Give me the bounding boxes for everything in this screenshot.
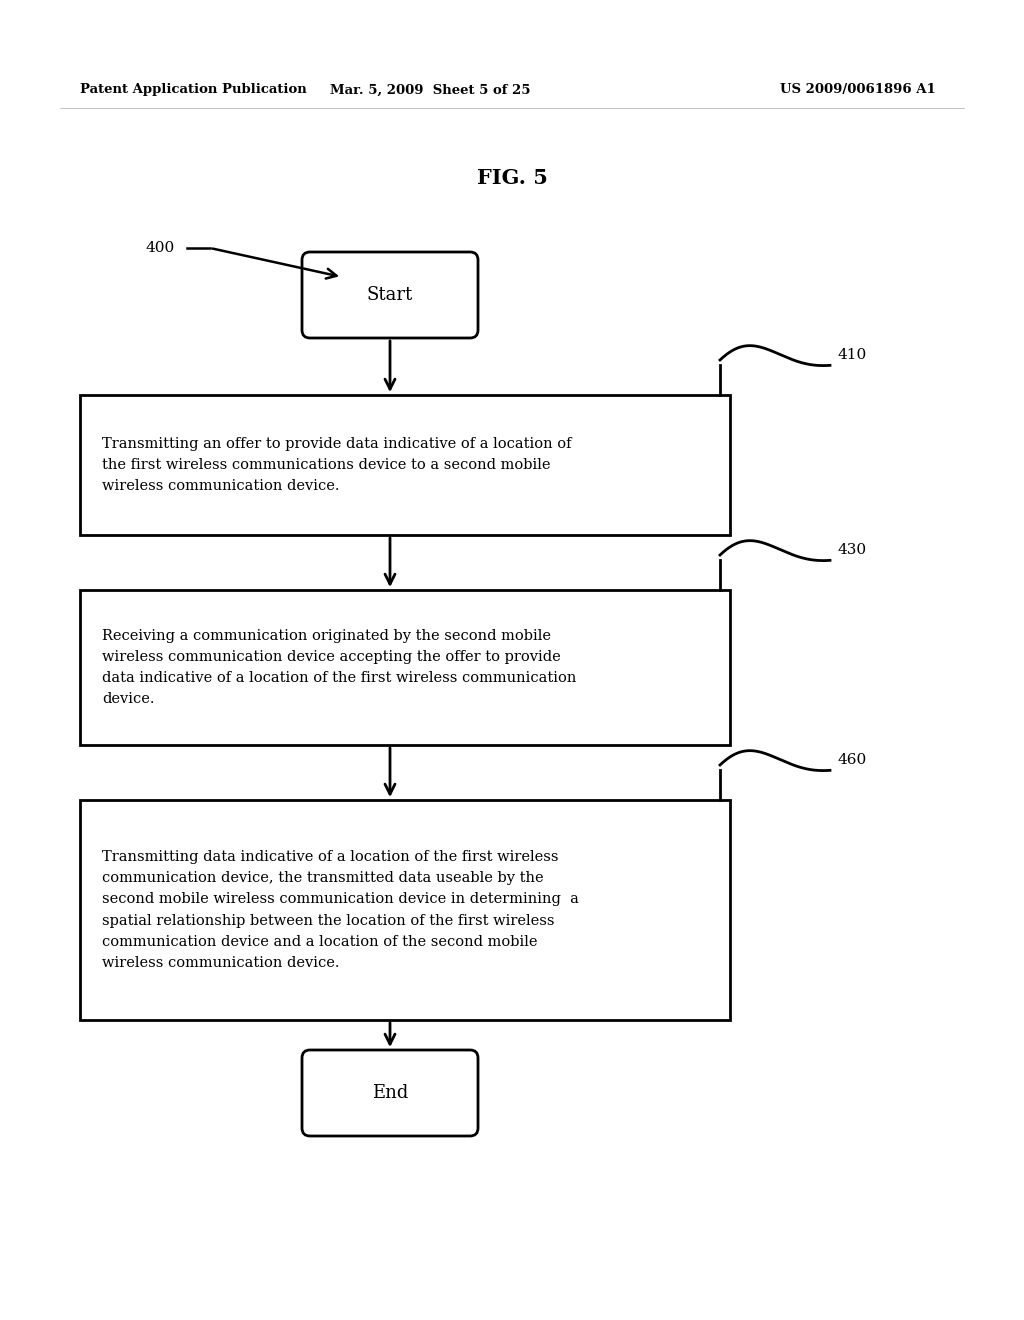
Text: US 2009/0061896 A1: US 2009/0061896 A1 bbox=[780, 83, 936, 96]
Text: 430: 430 bbox=[838, 543, 867, 557]
Text: Start: Start bbox=[367, 286, 413, 304]
Text: 410: 410 bbox=[838, 348, 867, 362]
Text: 460: 460 bbox=[838, 752, 867, 767]
Text: Patent Application Publication: Patent Application Publication bbox=[80, 83, 307, 96]
Text: End: End bbox=[372, 1084, 409, 1102]
FancyBboxPatch shape bbox=[302, 1049, 478, 1137]
Text: 400: 400 bbox=[145, 242, 174, 255]
Text: Receiving a communication originated by the second mobile
wireless communication: Receiving a communication originated by … bbox=[102, 628, 577, 706]
FancyBboxPatch shape bbox=[80, 395, 730, 535]
Text: Transmitting an offer to provide data indicative of a location of
the first wire: Transmitting an offer to provide data in… bbox=[102, 437, 571, 494]
Text: Transmitting data indicative of a location of the first wireless
communication d: Transmitting data indicative of a locati… bbox=[102, 850, 579, 970]
Text: Mar. 5, 2009  Sheet 5 of 25: Mar. 5, 2009 Sheet 5 of 25 bbox=[330, 83, 530, 96]
FancyBboxPatch shape bbox=[80, 800, 730, 1020]
FancyBboxPatch shape bbox=[80, 590, 730, 744]
FancyBboxPatch shape bbox=[302, 252, 478, 338]
Text: FIG. 5: FIG. 5 bbox=[476, 168, 548, 187]
